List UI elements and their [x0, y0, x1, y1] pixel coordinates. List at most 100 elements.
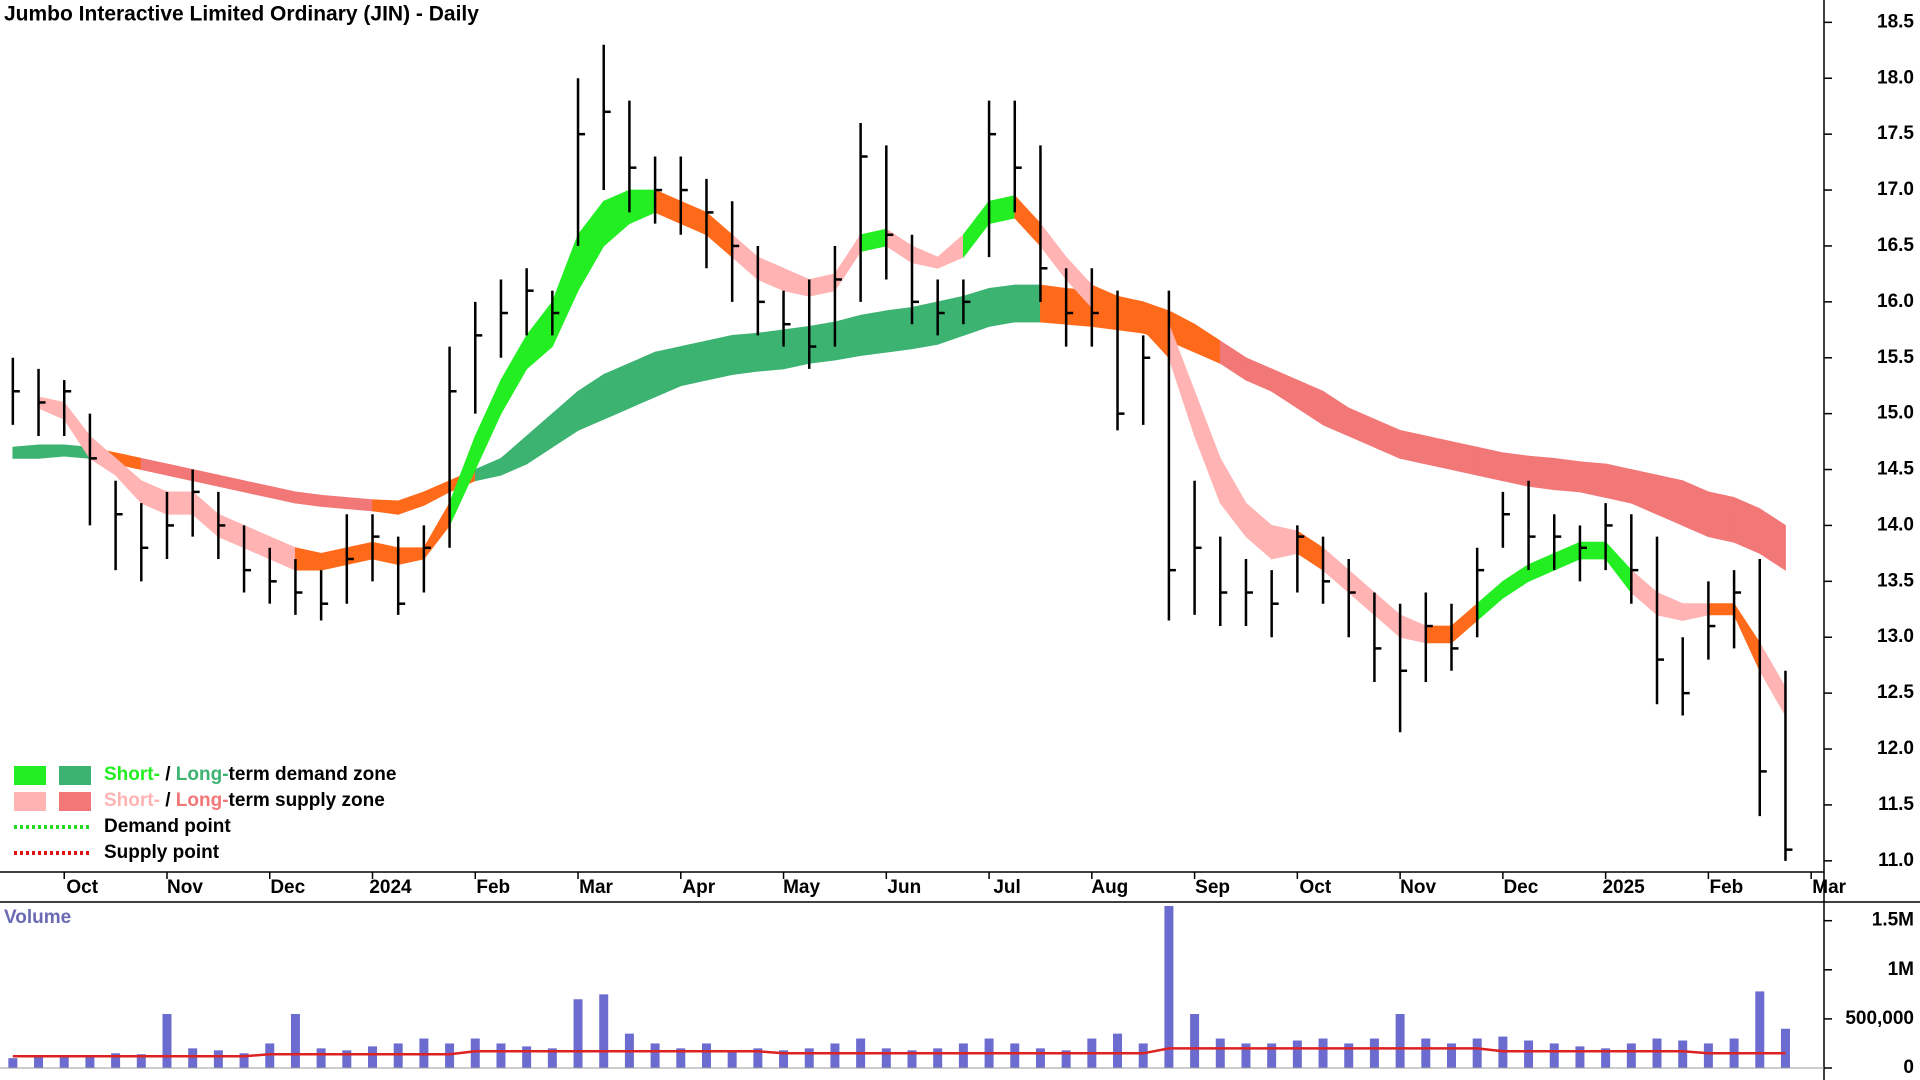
volume-bar — [1369, 1038, 1379, 1068]
legend-text: term supply zone — [229, 790, 385, 811]
volume-bar — [496, 1043, 506, 1068]
volume-bar — [1061, 1050, 1071, 1068]
volume-bar — [1780, 1028, 1790, 1068]
volume-bar — [393, 1043, 403, 1068]
volume-bar — [1549, 1043, 1559, 1068]
volume-bar — [701, 1043, 711, 1068]
volume-bar — [907, 1050, 917, 1068]
volume-bar — [1164, 905, 1174, 1068]
y-tick-label: 14.5 — [1877, 459, 1914, 480]
x-tick-label: Nov — [167, 877, 203, 898]
x-tick-label: Feb — [476, 877, 510, 898]
volume-bar — [753, 1048, 763, 1068]
short-term-zone — [1425, 625, 1452, 644]
volume-bar — [1472, 1038, 1482, 1068]
legend-label: Short- / Long-term supply zone — [104, 790, 385, 811]
volume-bar — [1138, 1043, 1148, 1068]
volume-bar — [1626, 1043, 1636, 1068]
y-tick-label: 18.0 — [1877, 67, 1914, 88]
long-term-zone — [1014, 284, 1041, 323]
volume-bar — [958, 1043, 968, 1068]
long-term-zone — [1476, 446, 1504, 482]
volume-bar — [1113, 1033, 1123, 1068]
long-term-zone — [988, 284, 1016, 327]
long-term-zone — [346, 497, 373, 512]
volume-bar — [342, 1050, 352, 1068]
y-tick-label: 14.0 — [1877, 514, 1914, 535]
volume-bar — [34, 1056, 44, 1068]
legend-text: / — [160, 790, 176, 811]
volume-bar — [1678, 1040, 1688, 1068]
long-term-zone — [1759, 507, 1786, 571]
volume-bar — [599, 994, 609, 1068]
volume-bar — [1344, 1043, 1354, 1068]
y-tick-label: 16.5 — [1877, 235, 1914, 256]
volume-bar — [1318, 1038, 1328, 1068]
long-term-zone — [937, 295, 964, 345]
volume-bar — [547, 1048, 557, 1068]
volume-bar — [1395, 1013, 1405, 1068]
x-tick-label: Mar — [579, 877, 613, 898]
y-tick-label: 11.0 — [1878, 850, 1914, 871]
legend-text: Short- — [104, 790, 160, 811]
volume-bar — [779, 1050, 789, 1068]
long-term-zone — [834, 314, 862, 361]
volume-tick-label: 0 — [1903, 1057, 1914, 1078]
volume-bar — [1267, 1043, 1277, 1068]
long-term-zone — [1579, 461, 1607, 498]
volume-bar — [650, 1043, 660, 1068]
x-tick-label: Feb — [1710, 877, 1744, 898]
volume-bar — [188, 1048, 198, 1068]
volume-bar — [1421, 1038, 1431, 1068]
volume-bar — [59, 1057, 69, 1068]
long-term-zone — [1605, 463, 1632, 504]
y-tick-label: 15.5 — [1877, 347, 1914, 368]
short-term-zone — [1271, 524, 1298, 560]
long-term-zone — [1502, 452, 1529, 487]
y-tick-label: 12.0 — [1877, 738, 1914, 759]
x-tick-label: Aug — [1091, 877, 1128, 898]
x-tick-label: Mar — [1812, 877, 1846, 898]
long-term-zone — [731, 332, 759, 375]
long-term-zone — [12, 444, 39, 459]
y-tick-label: 11.5 — [1878, 794, 1914, 815]
long-term-zone — [706, 334, 733, 381]
volume-bar — [1601, 1048, 1611, 1068]
legend-label: Supply point — [104, 842, 220, 863]
y-tick-label: 13.0 — [1877, 626, 1914, 647]
volume-bar — [804, 1048, 814, 1068]
volume-bar — [1010, 1043, 1020, 1068]
long-term-zone — [1399, 429, 1427, 465]
volume-bar — [881, 1048, 891, 1068]
volume-bar — [316, 1048, 326, 1068]
volume-bar — [1575, 1046, 1585, 1068]
x-tick-label: Sep — [1195, 877, 1230, 898]
y-tick-label: 16.0 — [1877, 291, 1914, 312]
volume-label: Volume — [4, 907, 71, 928]
long-term-zone — [320, 494, 348, 510]
legend-text: Supply point — [104, 842, 220, 863]
legend-text: term demand zone — [229, 764, 397, 785]
volume-bar — [1215, 1038, 1225, 1068]
long-term-zone — [1425, 435, 1452, 471]
long-term-zone — [1528, 455, 1555, 491]
volume-bar — [1035, 1048, 1045, 1068]
legend-text: Demand point — [104, 816, 231, 837]
volume-average — [12, 1047, 1786, 1058]
x-tick-label: Jul — [993, 877, 1020, 898]
volume-bar — [1241, 1043, 1251, 1068]
long-term-zone — [808, 321, 836, 364]
volume-bar — [522, 1046, 532, 1068]
volume-bar — [830, 1043, 840, 1068]
volume-bar — [1755, 991, 1765, 1068]
volume-bar — [290, 1013, 300, 1068]
volume-bar — [111, 1053, 121, 1068]
x-tick-label: Dec — [270, 877, 305, 898]
legend-text: Long- — [176, 790, 229, 811]
long-term-zone — [1707, 491, 1735, 543]
long-term-zone — [860, 310, 887, 356]
volume-bar — [162, 1013, 172, 1068]
y-tick-label: 12.5 — [1877, 682, 1914, 703]
